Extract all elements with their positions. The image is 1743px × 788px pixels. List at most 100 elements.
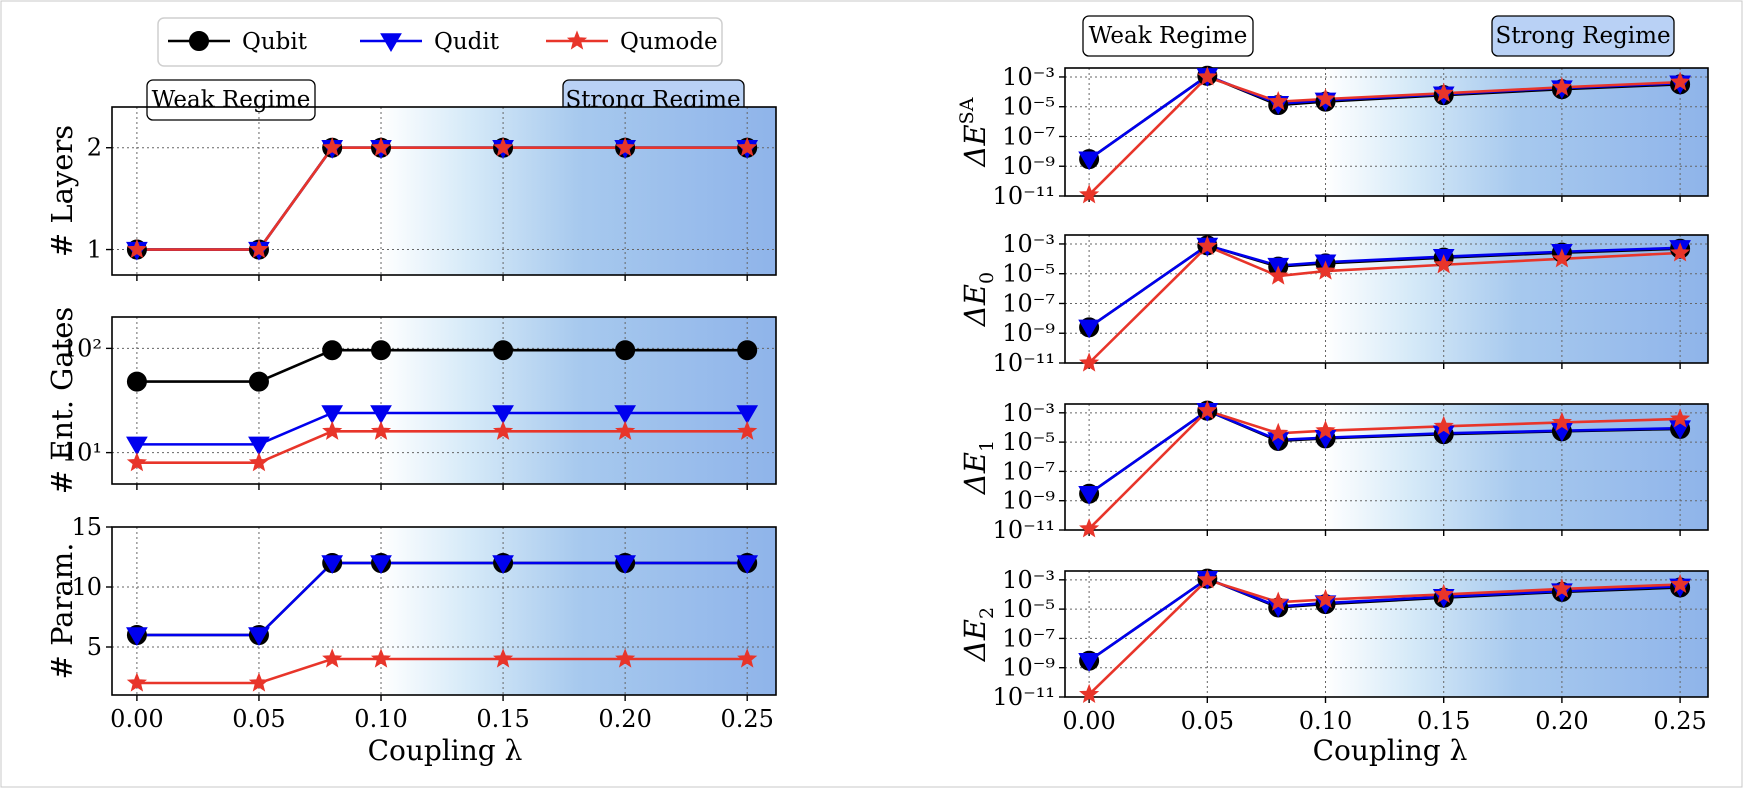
y-tick-label: 10⁻⁷ [1002,122,1055,150]
data-point-qumode [1268,422,1289,442]
y-tick-label: 10⁻³ [1002,63,1055,91]
panel-layers: 1 2 # Layers [45,106,777,281]
legend-frame [157,17,723,67]
data-point-qudit [248,627,270,646]
y-tick-label: 2 [87,134,102,162]
y-tick-label: 10⁻⁵ [1002,428,1055,456]
weak-regime-box-right [1082,15,1254,57]
data-point-qumode [1197,400,1218,420]
data-point-qudit [736,555,759,574]
y-axis-label-de0: ΔE0 [958,272,998,327]
y-tick-label: 10⁻³ [1002,566,1055,594]
weak-regime-label-right: Weak Regime [1089,23,1248,49]
y-axis-label-params: # Param. [45,543,79,680]
x-tick-label: 0.10 [1299,707,1352,735]
x-axis-label-left: Coupling λ [368,734,523,767]
y-axis-label-layers: # Layers [45,125,79,257]
data-point-qumode [1551,411,1572,432]
y-tick-label: 10⁻¹¹ [993,182,1055,210]
weak-regime-box-left [146,79,316,121]
y-axis-label-de-sa: ΔESA [956,97,992,167]
data-point-qudit [370,405,392,424]
axes-frame [111,526,777,696]
data-point-qumode [1197,66,1218,86]
data-point-qumode [126,452,147,472]
strong-regime-box-right [1491,15,1675,57]
y-tick-label: 10¹ [62,439,102,467]
data-point-qumode [1268,591,1289,611]
data-point-qudit [736,405,759,424]
data-point-qumode [615,648,636,668]
y-tick-label: 10⁻⁹ [1002,152,1055,180]
data-point-qumode [492,420,514,440]
legend: Qubit Qudit Qumode [157,17,723,67]
data-point-qumode [1551,76,1572,96]
data-point-qumode [322,420,343,440]
data-point-qumode [1315,260,1336,280]
y-tick-label: 10⁻⁹ [1002,487,1055,515]
data-point-qudit [492,405,514,424]
strong-regime-shading [381,317,776,484]
data-point-qudit [321,555,344,574]
strong-regime-label-right: Strong Regime [1495,23,1670,49]
data-point-qumode [126,672,147,692]
y-tick-label: 10² [62,334,102,362]
x-tick-label: 0.15 [1417,707,1470,735]
data-point-qumode [737,648,758,668]
data-point-qumode [1315,88,1336,108]
data-point-qubit [322,340,343,361]
legend-marker-qumode [566,30,588,50]
x-tick-label: 0.05 [232,705,285,733]
y-tick-label: 10⁻¹¹ [993,349,1055,377]
data-point-qubit [493,340,514,361]
strong-regime-shading [1325,68,1708,196]
x-tick-label: 0.10 [354,705,407,733]
data-point-qumode [370,137,392,157]
strong-regime-shading [1325,235,1708,363]
data-point-qumode [126,238,147,259]
axes-frame [1064,234,1709,364]
data-point-qumode [1433,415,1454,435]
y-tick-label: 10⁻⁷ [1002,289,1055,317]
data-point-qumode [1079,518,1100,538]
x-axis-label-right: Coupling λ [1313,734,1468,767]
axes-frame [111,106,777,276]
data-point-qumode [492,137,514,157]
y-axis-label-de1: ΔE1 [958,440,998,495]
data-point-qudit [321,405,344,424]
y-tick-label: 10⁻⁵ [1002,260,1055,288]
axes-frame [1064,570,1709,698]
data-point-qumode [615,137,636,157]
y-tick-label: 10⁻³ [1002,399,1055,427]
data-point-qumode [1551,578,1572,598]
data-point-qumode [1197,569,1218,589]
data-point-qudit [370,555,392,574]
data-point-qumode [370,420,392,440]
data-point-qumode [737,137,758,157]
y-axis-label-de2: ΔE2 [958,607,998,662]
data-point-qumode [1670,408,1691,428]
data-point-qudit [614,555,637,574]
data-point-qudit [492,555,514,574]
y-tick-label: 10⁻⁹ [1002,319,1055,347]
panel-params: 5 10 15 0.00 0.05 0.10 0.15 0.20 0.25 # Param. [45,513,777,733]
y-tick-label: 5 [87,633,102,661]
y-tick-label: 10⁻⁵ [1002,595,1055,623]
x-tick-label: 0.25 [1653,707,1706,735]
x-tick-label: 0.15 [476,705,529,733]
data-point-qudit [1078,653,1100,672]
y-tick-label: 15 [71,513,102,541]
data-point-qudit [1078,151,1100,171]
panel-ent-gates: 10¹ 10²# Ent. Gates [45,307,777,494]
legend-label-qubit: Qubit [242,29,308,55]
data-point-qumode [492,648,514,668]
data-point-qumode [737,420,758,440]
data-point-qumode [1268,91,1289,111]
data-point-qumode [1079,184,1100,204]
data-point-qudit [126,627,148,646]
data-point-qumode [370,648,392,668]
data-point-qumode [1315,420,1336,440]
